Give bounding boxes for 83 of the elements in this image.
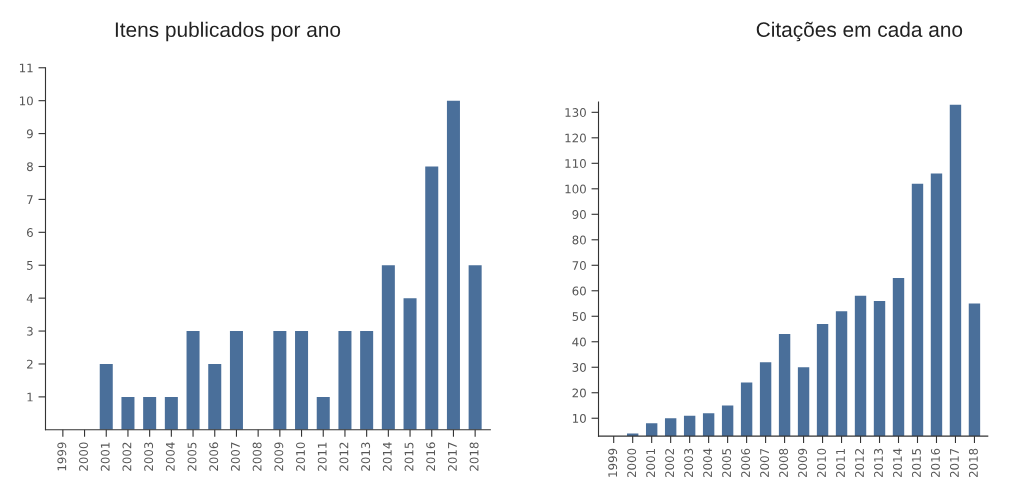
x-tick-label: 2011 [317, 442, 327, 471]
y-tick-label: 1 [27, 392, 33, 402]
y-tick-label: 130 [565, 108, 586, 117]
chart-title: Itens publicados por ano [115, 21, 341, 42]
x-tick-label: 2015 [404, 442, 414, 471]
y-tick-label: 3 [27, 326, 33, 336]
x-tick-label: 2007 [230, 442, 240, 471]
x-tick-label: 2012 [339, 442, 349, 471]
bar [425, 166, 439, 430]
bar [208, 363, 222, 430]
y-tick-label: 70 [572, 261, 586, 270]
x-tick-label: 2001 [100, 442, 110, 471]
y-tick-label: 40 [572, 337, 586, 347]
x-tick-label: 2008 [779, 448, 789, 478]
y-tick-label: 10 [19, 96, 33, 106]
x-tick-label: 2014 [382, 442, 392, 471]
x-tick-label: 2005 [187, 442, 197, 471]
x-tick-label: 2000 [627, 448, 637, 478]
bar [446, 100, 460, 430]
x-tick-label: 2013 [874, 448, 883, 478]
x-tick-label: 2009 [798, 448, 807, 478]
x-tick-label: 2005 [722, 448, 732, 478]
x-tick-label: 2017 [447, 442, 457, 471]
y-tick-label: 7 [27, 195, 33, 204]
bar [121, 396, 135, 430]
x-tick-label: 2008 [252, 442, 262, 471]
bar [186, 331, 200, 430]
bar [381, 265, 395, 430]
bar [143, 396, 157, 430]
y-tick-label: 4 [26, 294, 34, 303]
y-tick-label: 10 [572, 413, 586, 423]
y-tick-label: 110 [565, 159, 586, 168]
y-tick-label: 80 [572, 235, 586, 245]
x-tick-label: 2002 [665, 449, 675, 478]
y-tick-label: 100 [565, 184, 586, 194]
x-tick-label: 2004 [703, 448, 713, 478]
y-tick-label: 30 [572, 362, 586, 372]
bar [295, 331, 309, 430]
bar [316, 396, 330, 430]
bar [403, 298, 417, 430]
y-tick-label: 6 [27, 228, 33, 237]
x-tick-label: 2014 [893, 448, 902, 478]
x-tick-label: 2006 [741, 448, 751, 478]
x-tick-label: 2003 [684, 448, 694, 478]
y-tick-label: 2 [27, 359, 33, 369]
x-tick-label: 2013 [361, 442, 371, 471]
x-tick-label: 2015 [911, 448, 921, 478]
y-tick-label: 50 [572, 311, 586, 321]
y-tick-label: 90 [572, 210, 586, 219]
bar [229, 331, 243, 430]
x-tick-label: 2004 [165, 442, 175, 471]
x-tick-label: 2018 [469, 442, 479, 471]
y-tick-label: 9 [26, 129, 33, 139]
x-tick-label: 2002 [122, 442, 132, 471]
x-tick-label: 2000 [79, 442, 88, 471]
y-tick-label: 11 [19, 63, 33, 73]
bar [338, 331, 352, 430]
x-tick-label: 2009 [274, 442, 284, 471]
x-tick-label: 1999 [57, 442, 67, 471]
bar [360, 331, 374, 430]
y-tick-label: 5 [27, 261, 33, 270]
x-tick-label: 2007 [760, 448, 770, 478]
x-tick-label: 2018 [968, 448, 978, 478]
x-tick-label: 2010 [817, 448, 826, 478]
x-tick-label: 2011 [836, 448, 845, 478]
x-tick-label: 2010 [296, 442, 305, 471]
x-tick-label: 2012 [855, 449, 864, 478]
x-tick-label: 1999 [608, 448, 618, 477]
bar [99, 363, 113, 430]
y-tick-label: 60 [572, 286, 586, 296]
y-tick-label: 8 [26, 162, 33, 172]
x-tick-label: 2001 [646, 448, 656, 478]
bar [273, 331, 287, 430]
y-tick-label: 20 [572, 388, 586, 398]
x-tick-label: 2017 [949, 448, 959, 478]
x-tick-label: 2016 [930, 448, 940, 478]
x-tick-label: 2006 [209, 442, 219, 471]
x-tick-label: 2003 [144, 442, 154, 471]
x-tick-label: 2016 [426, 442, 436, 471]
chart-title: Citações em cada ano [756, 21, 963, 42]
bar [468, 265, 482, 430]
bar [164, 396, 178, 430]
y-tick-label: 120 [565, 133, 586, 143]
